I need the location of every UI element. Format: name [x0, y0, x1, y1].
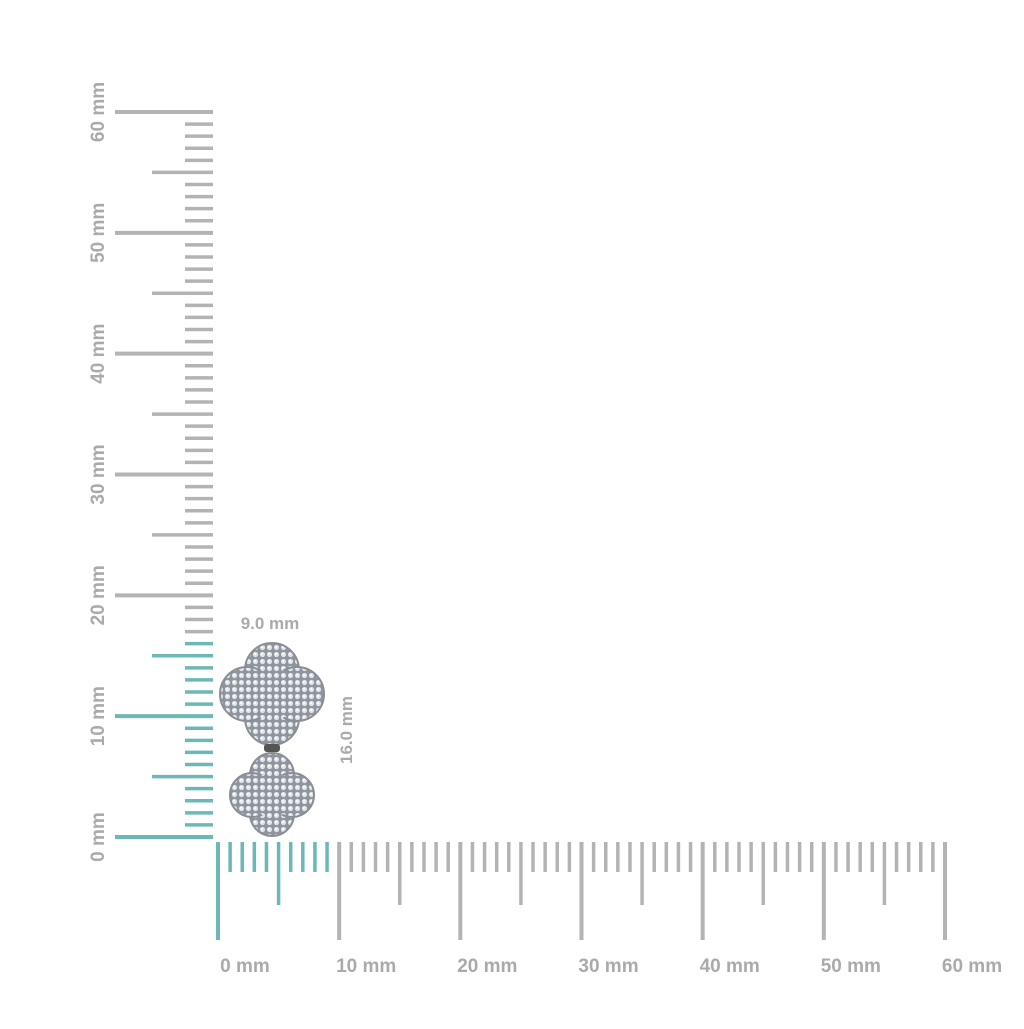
vertical-ruler-label: 50 mm [88, 203, 109, 263]
vertical-ruler-label: 40 mm [88, 324, 109, 384]
vertical-ruler-label: 0 mm [88, 812, 109, 862]
horizontal-ruler-label: 30 mm [578, 956, 638, 977]
horizontal-ruler-label: 20 mm [457, 956, 517, 977]
horizontal-ruler-label: 10 mm [336, 956, 396, 977]
horizontal-ruler-labels: 0 mm 10 mm 20 mm 30 mm 40 mm 50 mm 60 mm [220, 956, 1002, 977]
width-dimension-label: 9.0 mm [241, 614, 300, 633]
horizontal-ruler-label: 50 mm [821, 956, 881, 977]
bottom-clover [229, 752, 315, 837]
vertical-ruler-labels: 0 mm 10 mm 20 mm 30 mm 40 mm 50 mm 60 mm [88, 82, 109, 862]
horizontal-ruler [216, 842, 947, 940]
vertical-ruler-label: 10 mm [88, 686, 109, 746]
top-clover [219, 642, 325, 746]
connector [264, 744, 280, 752]
vertical-ruler-label: 20 mm [88, 565, 109, 625]
earring-image [219, 642, 325, 837]
horizontal-ruler-label: 0 mm [220, 956, 270, 977]
height-dimension-label: 16.0 mm [337, 696, 356, 764]
horizontal-ruler-label: 40 mm [700, 956, 760, 977]
vertical-ruler-label: 30 mm [88, 444, 109, 504]
vertical-ruler [115, 110, 213, 839]
vertical-ruler-label: 60 mm [88, 82, 109, 142]
horizontal-ruler-label: 60 mm [942, 956, 1002, 977]
